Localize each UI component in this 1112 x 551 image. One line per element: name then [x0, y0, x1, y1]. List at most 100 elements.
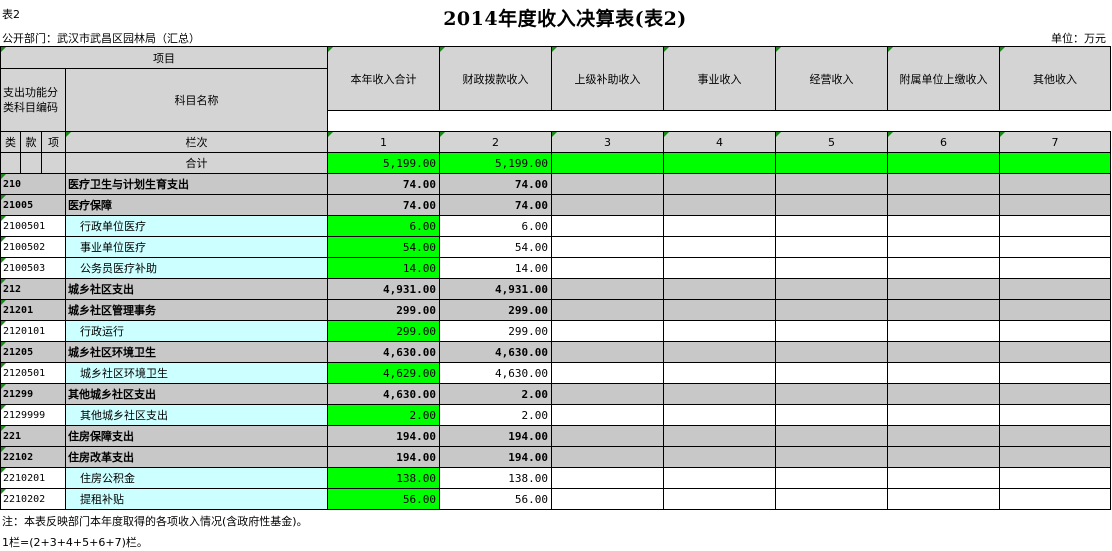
row-code[interactable]: 2210201	[0, 467, 66, 489]
row-value-2[interactable]: 194.00	[439, 446, 552, 468]
row-value-3[interactable]	[551, 194, 664, 216]
row-value-5[interactable]	[775, 194, 888, 216]
row-value-1[interactable]: 14.00	[327, 257, 440, 279]
row-value-6[interactable]	[887, 194, 1000, 216]
row-value-5[interactable]	[775, 299, 888, 321]
row-value-4[interactable]	[663, 404, 776, 426]
row-value-2[interactable]: 74.00	[439, 194, 552, 216]
row-value-6[interactable]	[887, 425, 1000, 447]
row-value-3[interactable]	[551, 467, 664, 489]
row-value-6[interactable]	[887, 383, 1000, 405]
row-code[interactable]: 2210202	[0, 488, 66, 510]
row-code[interactable]: 2120501	[0, 362, 66, 384]
row-value-4[interactable]	[663, 278, 776, 300]
row-value-7[interactable]	[999, 383, 1111, 405]
col-header-5[interactable]: 经营收入	[775, 46, 888, 111]
row-value-3[interactable]	[551, 425, 664, 447]
total-value-3[interactable]	[551, 152, 664, 174]
row-value-7[interactable]	[999, 425, 1111, 447]
row-value-2[interactable]: 4,931.00	[439, 278, 552, 300]
row-value-6[interactable]	[887, 488, 1000, 510]
col-header-2[interactable]: 财政拨款收入	[439, 46, 552, 111]
row-value-3[interactable]	[551, 278, 664, 300]
row-value-6[interactable]	[887, 320, 1000, 342]
row-value-4[interactable]	[663, 446, 776, 468]
row-subject-name[interactable]: 住房公积金	[65, 467, 328, 489]
row-subject-name[interactable]: 事业单位医疗	[65, 236, 328, 258]
row-value-2[interactable]: 4,630.00	[439, 341, 552, 363]
total-value-2[interactable]: 5,199.00	[439, 152, 552, 174]
row-value-2[interactable]: 6.00	[439, 215, 552, 237]
row-code[interactable]: 2100503	[0, 257, 66, 279]
row-value-4[interactable]	[663, 425, 776, 447]
row-value-6[interactable]	[887, 299, 1000, 321]
row-code[interactable]: 21005	[0, 194, 66, 216]
row-value-4[interactable]	[663, 362, 776, 384]
row-value-6[interactable]	[887, 236, 1000, 258]
row-code[interactable]: 21201	[0, 299, 66, 321]
row-value-7[interactable]	[999, 404, 1111, 426]
row-subject-name[interactable]: 城乡社区支出	[65, 278, 328, 300]
row-value-5[interactable]	[775, 383, 888, 405]
row-value-1[interactable]: 4,630.00	[327, 341, 440, 363]
row-value-6[interactable]	[887, 173, 1000, 195]
row-value-5[interactable]	[775, 236, 888, 258]
row-value-4[interactable]	[663, 173, 776, 195]
row-value-5[interactable]	[775, 173, 888, 195]
row-code[interactable]: 210	[0, 173, 66, 195]
row-value-2[interactable]: 2.00	[439, 404, 552, 426]
row-value-6[interactable]	[887, 446, 1000, 468]
row-subject-name[interactable]: 公务员医疗补助	[65, 257, 328, 279]
row-value-1[interactable]: 6.00	[327, 215, 440, 237]
row-value-2[interactable]: 299.00	[439, 320, 552, 342]
row-value-3[interactable]	[551, 383, 664, 405]
row-subject-name[interactable]: 医疗保障	[65, 194, 328, 216]
col-header-1[interactable]: 本年收入合计	[327, 46, 440, 111]
row-subject-name[interactable]: 其他城乡社区支出	[65, 404, 328, 426]
row-subject-name[interactable]: 城乡社区管理事务	[65, 299, 328, 321]
row-value-5[interactable]	[775, 278, 888, 300]
row-value-3[interactable]	[551, 446, 664, 468]
row-value-3[interactable]	[551, 299, 664, 321]
row-value-3[interactable]	[551, 404, 664, 426]
row-value-3[interactable]	[551, 215, 664, 237]
row-value-2[interactable]: 4,630.00	[439, 362, 552, 384]
row-value-5[interactable]	[775, 467, 888, 489]
row-value-5[interactable]	[775, 320, 888, 342]
row-value-2[interactable]: 74.00	[439, 173, 552, 195]
row-value-4[interactable]	[663, 236, 776, 258]
row-value-2[interactable]: 56.00	[439, 488, 552, 510]
row-value-7[interactable]	[999, 446, 1111, 468]
row-value-6[interactable]	[887, 362, 1000, 384]
row-subject-name[interactable]: 医疗卫生与计划生育支出	[65, 173, 328, 195]
row-value-2[interactable]: 54.00	[439, 236, 552, 258]
row-value-7[interactable]	[999, 488, 1111, 510]
row-value-6[interactable]	[887, 467, 1000, 489]
total-value-7[interactable]	[999, 152, 1111, 174]
row-value-6[interactable]	[887, 278, 1000, 300]
row-value-1[interactable]: 4,629.00	[327, 362, 440, 384]
row-value-1[interactable]: 4,630.00	[327, 383, 440, 405]
row-value-5[interactable]	[775, 425, 888, 447]
row-value-3[interactable]	[551, 488, 664, 510]
row-code[interactable]: 2120101	[0, 320, 66, 342]
row-value-1[interactable]: 299.00	[327, 299, 440, 321]
row-value-1[interactable]: 138.00	[327, 467, 440, 489]
row-subject-name[interactable]: 其他城乡社区支出	[65, 383, 328, 405]
row-value-4[interactable]	[663, 488, 776, 510]
row-value-4[interactable]	[663, 320, 776, 342]
row-subject-name[interactable]: 住房改革支出	[65, 446, 328, 468]
row-value-5[interactable]	[775, 488, 888, 510]
row-subject-name[interactable]: 城乡社区环境卫生	[65, 341, 328, 363]
total-value-6[interactable]	[887, 152, 1000, 174]
row-value-1[interactable]: 74.00	[327, 194, 440, 216]
row-value-7[interactable]	[999, 173, 1111, 195]
row-value-4[interactable]	[663, 215, 776, 237]
row-value-7[interactable]	[999, 194, 1111, 216]
row-value-4[interactable]	[663, 194, 776, 216]
row-value-1[interactable]: 4,931.00	[327, 278, 440, 300]
total-label[interactable]: 合计	[65, 152, 328, 174]
row-value-4[interactable]	[663, 467, 776, 489]
col-header-7[interactable]: 其他收入	[999, 46, 1111, 111]
row-value-7[interactable]	[999, 362, 1111, 384]
